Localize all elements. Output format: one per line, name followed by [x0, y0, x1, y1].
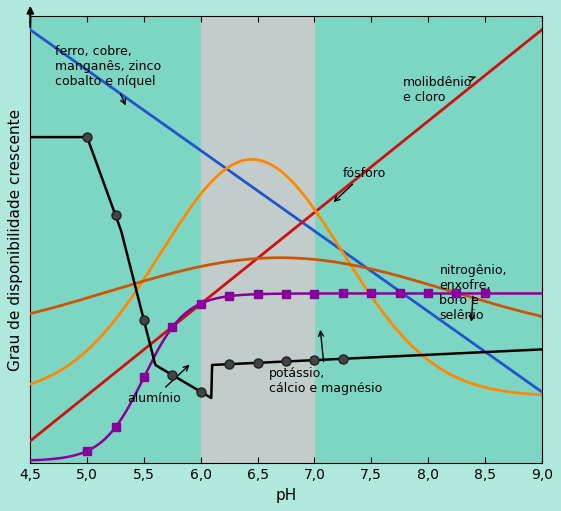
- Text: nitrogênio,
enxofre,
boro e
selênio: nitrogênio, enxofre, boro e selênio: [439, 264, 507, 322]
- X-axis label: pH: pH: [275, 487, 297, 503]
- Text: fósforo: fósforo: [334, 167, 386, 201]
- Text: molibdênio
e cloro: molibdênio e cloro: [403, 76, 475, 104]
- Text: alumínio: alumínio: [127, 366, 188, 405]
- Y-axis label: Grau de disponibilidade crescente: Grau de disponibilidade crescente: [8, 109, 24, 371]
- Text: potássio,
cálcio e magnésio: potássio, cálcio e magnésio: [269, 331, 382, 395]
- Text: ferro, cobre,
manganês, zinco
cobalto e níquel: ferro, cobre, manganês, zinco cobalto e …: [56, 45, 162, 104]
- Bar: [201, 16, 314, 463]
